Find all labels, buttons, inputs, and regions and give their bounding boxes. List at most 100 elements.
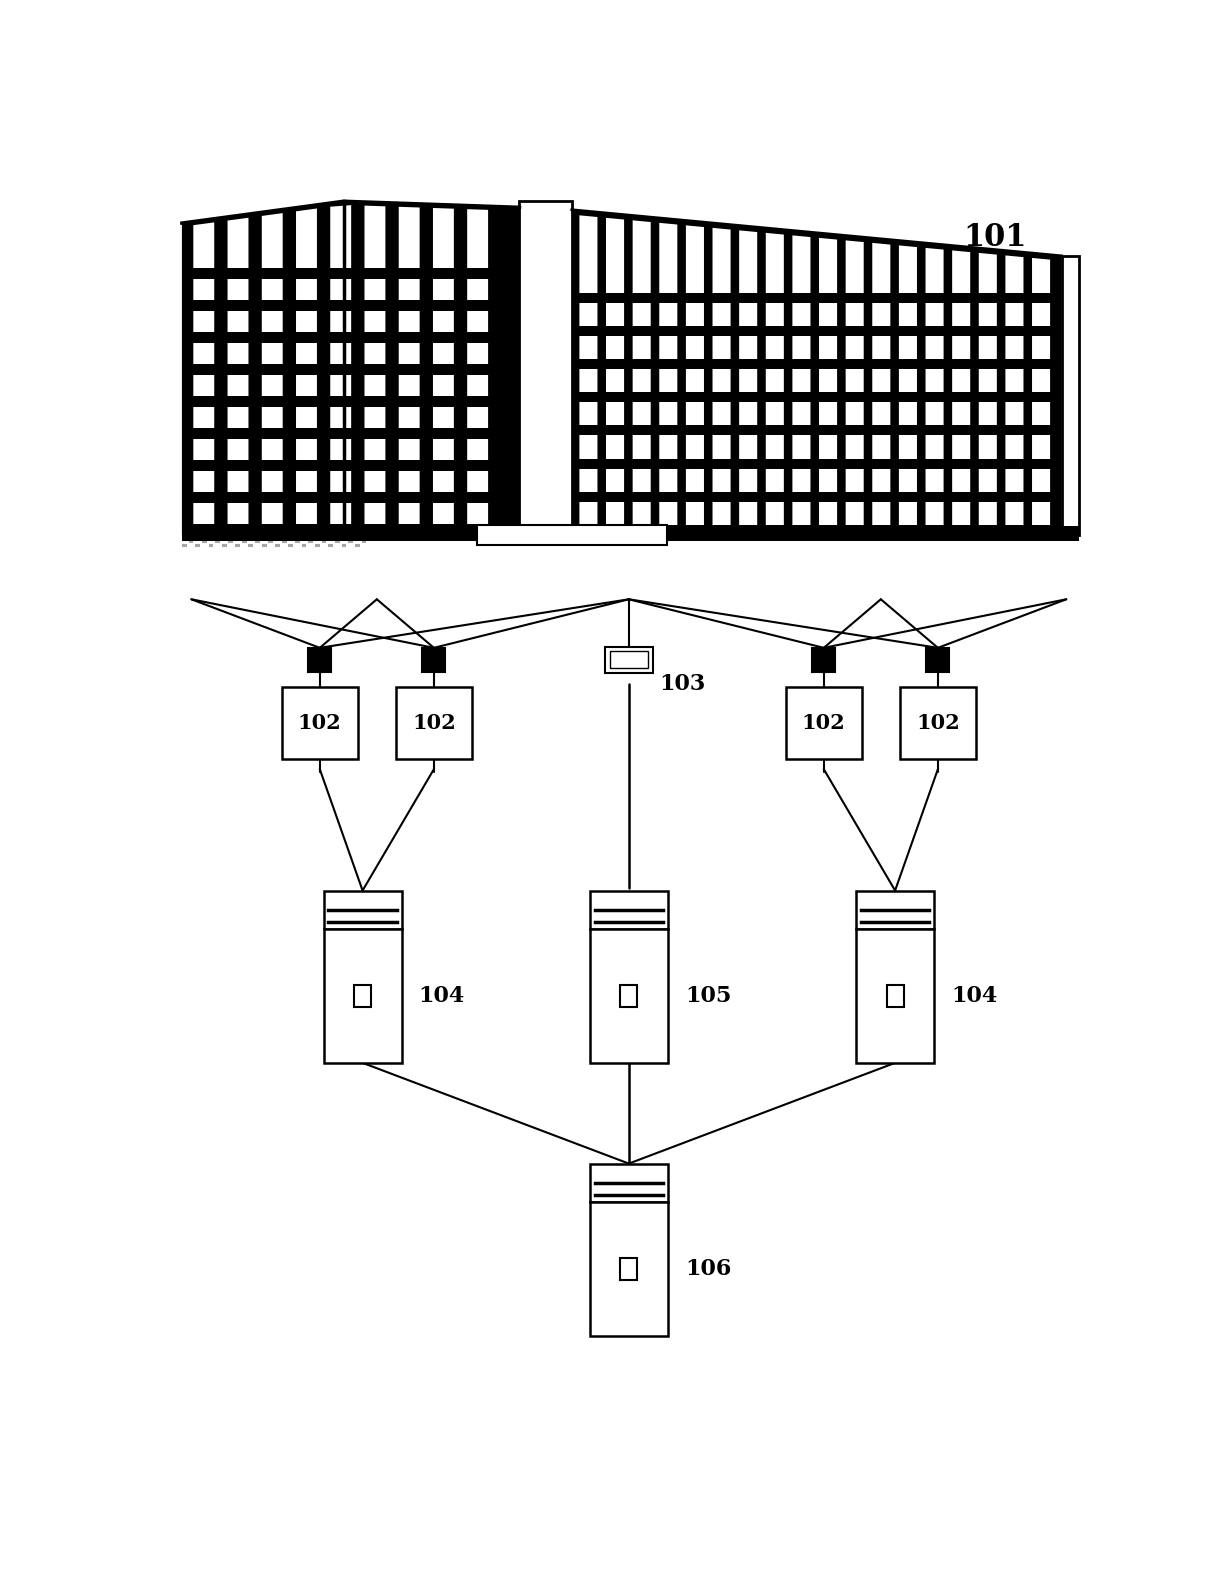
- Polygon shape: [433, 208, 454, 534]
- Bar: [362, 541, 367, 544]
- Polygon shape: [952, 251, 971, 534]
- Bar: [621, 985, 637, 1007]
- Bar: [236, 537, 240, 541]
- Bar: [215, 534, 220, 536]
- Text: 105: 105: [685, 985, 731, 1007]
- Bar: [189, 523, 515, 534]
- Polygon shape: [633, 221, 650, 534]
- Bar: [189, 364, 515, 375]
- Bar: [341, 544, 346, 547]
- Polygon shape: [872, 243, 891, 534]
- Bar: [228, 541, 233, 544]
- Bar: [856, 890, 934, 930]
- Polygon shape: [713, 229, 730, 534]
- Text: 101: 101: [963, 222, 1027, 254]
- Bar: [242, 541, 247, 544]
- Polygon shape: [572, 210, 1061, 534]
- Bar: [355, 544, 360, 547]
- Bar: [926, 648, 950, 671]
- Text: 102: 102: [917, 712, 960, 733]
- Bar: [577, 359, 1056, 369]
- Polygon shape: [364, 205, 385, 534]
- Polygon shape: [766, 233, 784, 534]
- Bar: [341, 537, 346, 541]
- Bar: [329, 544, 333, 547]
- Text: 102: 102: [298, 712, 341, 733]
- Polygon shape: [330, 205, 351, 534]
- Bar: [275, 537, 280, 541]
- Bar: [195, 544, 200, 547]
- Bar: [209, 537, 213, 541]
- Polygon shape: [296, 208, 317, 534]
- Polygon shape: [399, 206, 420, 534]
- Bar: [248, 537, 253, 541]
- Bar: [422, 648, 445, 671]
- Bar: [577, 293, 1056, 303]
- Polygon shape: [686, 225, 704, 534]
- Bar: [335, 534, 340, 536]
- Bar: [228, 534, 233, 536]
- Bar: [519, 202, 572, 534]
- Bar: [302, 537, 307, 541]
- Bar: [269, 541, 274, 544]
- Bar: [308, 541, 313, 544]
- Polygon shape: [194, 222, 215, 534]
- Bar: [275, 544, 280, 547]
- Polygon shape: [845, 241, 864, 534]
- Bar: [577, 326, 1056, 336]
- Bar: [590, 1163, 667, 1202]
- Bar: [261, 544, 266, 547]
- Bar: [899, 687, 975, 760]
- Bar: [255, 534, 260, 536]
- Bar: [329, 537, 333, 541]
- Bar: [856, 930, 934, 1062]
- Bar: [282, 534, 286, 536]
- Bar: [355, 537, 360, 541]
- Bar: [1061, 255, 1079, 534]
- Polygon shape: [793, 235, 811, 534]
- Bar: [610, 651, 648, 668]
- Text: 102: 102: [802, 712, 845, 733]
- Polygon shape: [606, 217, 625, 534]
- Bar: [182, 537, 187, 541]
- Bar: [222, 537, 227, 541]
- Bar: [288, 544, 293, 547]
- Bar: [269, 534, 274, 536]
- Bar: [189, 301, 515, 312]
- Bar: [294, 541, 299, 544]
- Text: 104: 104: [418, 985, 465, 1007]
- Polygon shape: [1032, 258, 1050, 534]
- Polygon shape: [979, 252, 996, 534]
- Bar: [302, 544, 307, 547]
- Bar: [812, 648, 836, 671]
- Polygon shape: [579, 216, 598, 534]
- Bar: [294, 534, 299, 536]
- Bar: [189, 541, 194, 544]
- Polygon shape: [467, 210, 488, 534]
- Bar: [321, 541, 326, 544]
- Bar: [321, 534, 326, 536]
- Bar: [209, 544, 213, 547]
- Bar: [189, 492, 515, 503]
- Bar: [590, 1202, 667, 1336]
- Bar: [189, 429, 515, 440]
- Bar: [261, 537, 266, 541]
- Bar: [577, 492, 1056, 501]
- Bar: [577, 459, 1056, 468]
- Bar: [189, 333, 515, 344]
- Polygon shape: [739, 230, 757, 534]
- Bar: [202, 534, 206, 536]
- Bar: [282, 541, 286, 544]
- Polygon shape: [182, 202, 519, 534]
- Bar: [577, 392, 1056, 402]
- Bar: [315, 544, 320, 547]
- Bar: [577, 525, 1056, 534]
- Bar: [315, 537, 320, 541]
- Bar: [288, 537, 293, 541]
- Bar: [308, 534, 313, 536]
- Bar: [605, 646, 653, 673]
- Bar: [236, 544, 240, 547]
- Text: 102: 102: [412, 712, 455, 733]
- Text: 104: 104: [951, 985, 998, 1007]
- Bar: [189, 268, 515, 279]
